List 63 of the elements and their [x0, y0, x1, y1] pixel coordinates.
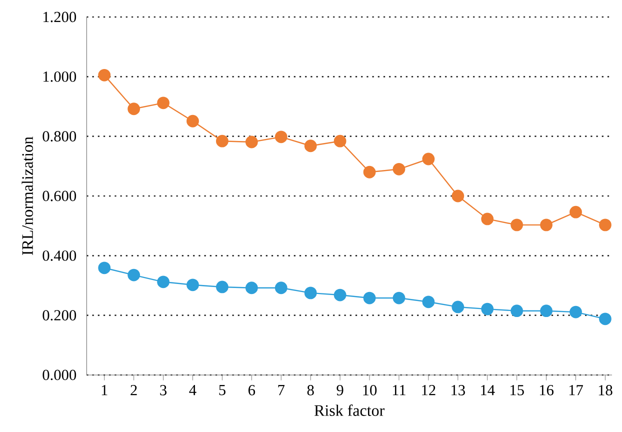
point: [274, 282, 288, 294]
point: [245, 136, 258, 148]
y-tick-label: 0.200: [42, 310, 76, 321]
x-tick-label: 18: [598, 385, 612, 396]
x-tick-label: 12: [422, 385, 436, 396]
x-tick-label: 3: [160, 385, 167, 396]
y-tick-label: 0.800: [42, 131, 76, 142]
point: [216, 280, 228, 294]
x-tick-label: 17: [569, 385, 583, 396]
point: [392, 162, 406, 176]
point: [157, 276, 170, 288]
point: [98, 262, 111, 274]
y-tick-label: 0.600: [42, 190, 76, 202]
point: [304, 286, 317, 300]
point: [157, 96, 170, 110]
x-tick-label: 14: [481, 385, 495, 396]
point: [245, 282, 258, 294]
x-tick-label: 15: [510, 385, 524, 396]
point: [186, 278, 199, 292]
point: [540, 304, 552, 318]
point: [363, 292, 376, 304]
x-tick-label: 6: [248, 385, 256, 396]
x-tick-label: 4: [189, 385, 196, 396]
x-tick-label: 11: [392, 385, 406, 396]
point: [363, 166, 376, 178]
point: [98, 68, 111, 82]
x-tick-label: 2: [130, 385, 137, 396]
point: [540, 218, 552, 232]
x-tick-label: 16: [540, 385, 554, 396]
x-axis-title: Risk factor: [314, 404, 385, 416]
point: [570, 306, 582, 318]
point: [422, 152, 435, 166]
point: [304, 140, 317, 152]
point: [510, 218, 524, 232]
y-axis-title: IRL/normalization: [22, 136, 33, 255]
x-tick-label: 8: [307, 385, 314, 396]
point: [274, 130, 288, 144]
point: [599, 218, 612, 232]
x-tick-label: 9: [336, 385, 344, 396]
point: [128, 268, 140, 282]
y-tick-label: 0.400: [42, 250, 76, 261]
point: [452, 300, 464, 314]
x-tick-label: 13: [452, 385, 465, 396]
y-tick-label: 1.000: [43, 71, 76, 82]
x-tick-label: 1: [102, 385, 108, 396]
point: [334, 288, 346, 302]
point: [422, 296, 435, 308]
point: [599, 312, 612, 326]
y-tick-label: 0.000: [42, 370, 76, 380]
point: [392, 292, 406, 304]
point: [481, 302, 494, 316]
x-tick-label: 5: [219, 385, 226, 396]
point: [216, 134, 228, 148]
point: [452, 190, 464, 202]
point: [510, 304, 524, 318]
x-tick-label: 7: [278, 385, 285, 396]
x-tick-label: 10: [363, 385, 377, 396]
point: [128, 102, 140, 116]
y-tick-label: 1.200: [43, 12, 76, 22]
point: [334, 134, 346, 148]
point: [481, 212, 494, 226]
point: [186, 114, 199, 128]
point: [570, 206, 582, 218]
